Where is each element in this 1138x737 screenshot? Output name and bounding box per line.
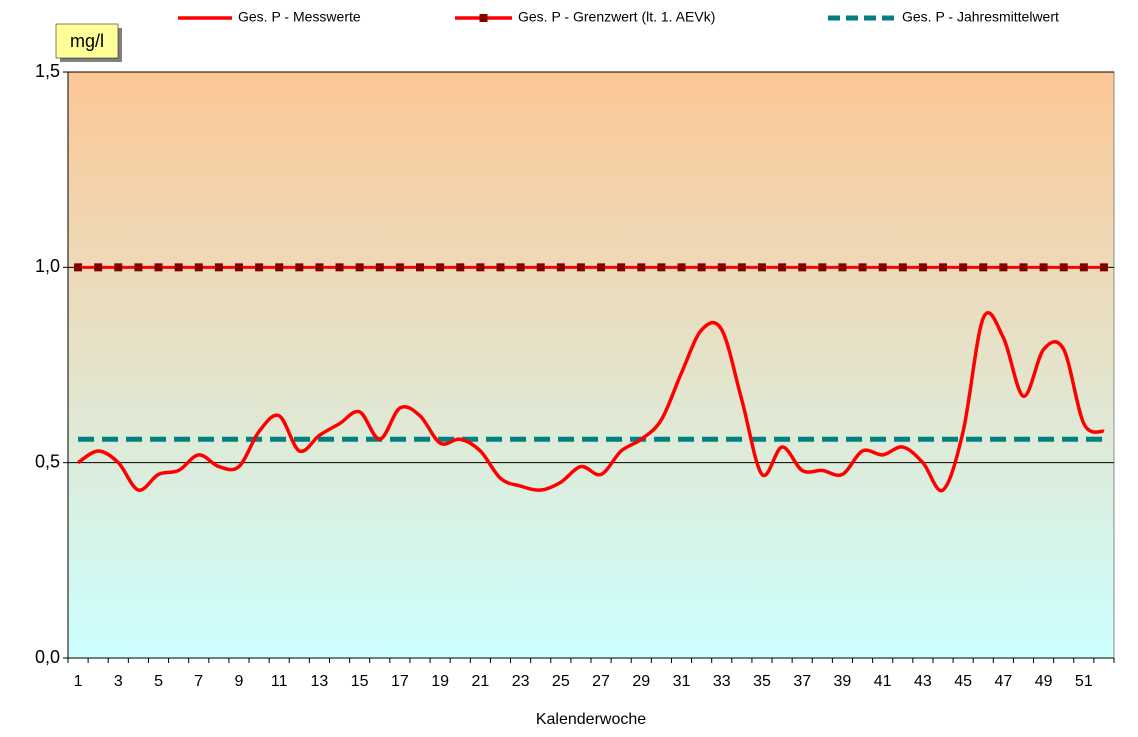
- marker: [737, 263, 746, 272]
- marker: [1079, 263, 1088, 272]
- marker: [697, 263, 706, 272]
- marker: [1039, 263, 1048, 272]
- y-tick-label: 0,0: [35, 647, 60, 667]
- unit-box: [55, 23, 119, 59]
- marker: [959, 263, 968, 272]
- marker: [134, 263, 143, 272]
- marker: [717, 263, 726, 272]
- x-tick-label: 37: [793, 673, 811, 690]
- marker: [898, 263, 907, 272]
- marker: [355, 263, 364, 272]
- x-tick-label: 27: [592, 673, 610, 690]
- marker: [375, 263, 384, 272]
- marker: [315, 263, 324, 272]
- marker: [456, 263, 465, 272]
- marker: [778, 263, 787, 272]
- marker: [154, 263, 163, 272]
- x-tick-label: 31: [673, 673, 691, 690]
- x-axis-label: Kalenderwoche: [536, 711, 646, 728]
- legend-marker: [479, 14, 488, 22]
- marker: [1099, 263, 1108, 272]
- x-tick-label: 49: [1035, 673, 1053, 690]
- x-tick-label: 9: [235, 673, 244, 690]
- marker: [94, 263, 103, 272]
- x-tick-label: 47: [994, 673, 1012, 690]
- marker: [637, 263, 646, 272]
- x-tick-label: 5: [154, 673, 163, 690]
- marker: [939, 263, 948, 272]
- x-tick-label: 21: [471, 673, 489, 690]
- marker: [214, 263, 223, 272]
- marker: [194, 263, 203, 272]
- marker: [838, 263, 847, 272]
- marker: [174, 263, 183, 272]
- x-tick-label: 19: [431, 673, 449, 690]
- marker: [657, 263, 666, 272]
- y-tick-label: 1,0: [35, 256, 60, 276]
- x-tick-label: 29: [632, 673, 650, 690]
- x-tick-label: 23: [512, 673, 530, 690]
- x-tick-label: 41: [874, 673, 892, 690]
- marker: [395, 263, 404, 272]
- marker: [1019, 263, 1028, 272]
- marker: [1059, 263, 1068, 272]
- marker: [275, 263, 284, 272]
- x-tick-label: 7: [194, 673, 203, 690]
- marker: [858, 263, 867, 272]
- marker: [436, 263, 445, 272]
- marker: [798, 263, 807, 272]
- marker: [496, 263, 505, 272]
- legend-label: Ges. P - Grenzwert (lt. 1. AEVk): [518, 9, 715, 25]
- x-tick-label: 3: [114, 673, 123, 690]
- legend-label: Ges. P - Messwerte: [238, 9, 361, 25]
- y-tick-label: 1,5: [35, 61, 60, 81]
- x-tick-label: 17: [391, 673, 409, 690]
- y-tick-label: 0,5: [35, 451, 60, 471]
- plot-area: [67, 71, 1115, 659]
- marker: [516, 263, 525, 272]
- x-tick-label: 35: [753, 673, 771, 690]
- marker: [556, 263, 565, 272]
- x-tick-label: 45: [954, 673, 972, 690]
- marker: [234, 263, 243, 272]
- x-tick-label: 33: [713, 673, 731, 690]
- marker: [74, 263, 83, 272]
- x-tick-label: 43: [914, 673, 932, 690]
- marker: [114, 263, 123, 272]
- marker: [295, 263, 304, 272]
- marker: [677, 263, 686, 272]
- marker: [536, 263, 545, 272]
- marker: [617, 263, 626, 272]
- marker: [476, 263, 485, 272]
- marker: [335, 263, 344, 272]
- marker: [576, 263, 585, 272]
- marker: [878, 263, 887, 272]
- x-tick-label: 13: [311, 673, 329, 690]
- marker: [818, 263, 827, 272]
- x-tick-label: 51: [1075, 673, 1093, 690]
- marker: [597, 263, 606, 272]
- marker: [416, 263, 425, 272]
- marker: [757, 263, 766, 272]
- x-tick-label: 11: [271, 673, 288, 690]
- y-unit-label: mg/l: [70, 31, 104, 51]
- x-tick-label: 39: [834, 673, 852, 690]
- series-line: [77, 310, 1105, 493]
- marker: [979, 263, 988, 272]
- x-tick-label: 1: [74, 673, 83, 690]
- marker: [999, 263, 1008, 272]
- x-tick-label: 15: [351, 673, 369, 690]
- marker: [255, 263, 264, 272]
- x-tick-label: 25: [552, 673, 570, 690]
- legend-label: Ges. P - Jahresmittelwert: [902, 9, 1059, 25]
- marker: [918, 263, 927, 272]
